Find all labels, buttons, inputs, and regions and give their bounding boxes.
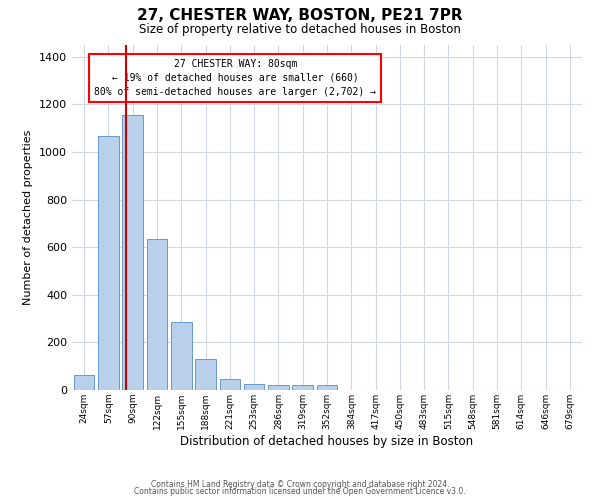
Bar <box>244 384 265 390</box>
Text: Contains HM Land Registry data © Crown copyright and database right 2024.: Contains HM Land Registry data © Crown c… <box>151 480 449 489</box>
Text: Size of property relative to detached houses in Boston: Size of property relative to detached ho… <box>139 22 461 36</box>
Bar <box>292 385 313 390</box>
Y-axis label: Number of detached properties: Number of detached properties <box>23 130 34 305</box>
Bar <box>146 239 167 390</box>
Text: 27 CHESTER WAY: 80sqm
← 19% of detached houses are smaller (660)
80% of semi-det: 27 CHESTER WAY: 80sqm ← 19% of detached … <box>94 59 376 97</box>
Bar <box>171 322 191 390</box>
Text: 27, CHESTER WAY, BOSTON, PE21 7PR: 27, CHESTER WAY, BOSTON, PE21 7PR <box>137 8 463 22</box>
X-axis label: Distribution of detached houses by size in Boston: Distribution of detached houses by size … <box>181 434 473 448</box>
Bar <box>122 115 143 390</box>
Bar <box>98 136 119 390</box>
Bar <box>195 359 216 390</box>
Bar <box>317 385 337 390</box>
Bar <box>74 374 94 390</box>
Bar <box>220 378 240 390</box>
Bar <box>268 385 289 390</box>
Text: Contains public sector information licensed under the Open Government Licence v3: Contains public sector information licen… <box>134 487 466 496</box>
